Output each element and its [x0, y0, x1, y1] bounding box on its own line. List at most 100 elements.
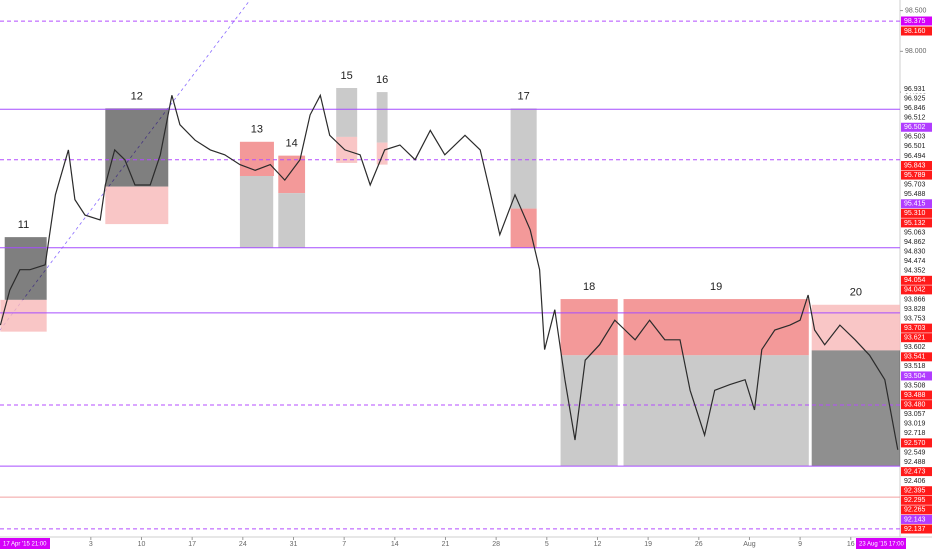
price-label: 96.931 [904, 86, 926, 93]
price-label-bg [901, 84, 932, 94]
price-label: 92.137 [904, 526, 926, 533]
price-label: 93.488 [904, 392, 926, 399]
zone-box [278, 155, 306, 194]
price-label-bg [901, 247, 932, 257]
price-label-bg [901, 26, 932, 36]
zone-label: 18 [583, 281, 595, 293]
x-tick-label: 17 [188, 541, 196, 548]
price-label: 95.310 [904, 210, 926, 217]
end-time-bg [856, 538, 906, 549]
price-label: 98.375 [904, 18, 926, 25]
price-label-bg [901, 428, 932, 438]
zone-box [105, 186, 169, 225]
price-label: 96.502 [904, 124, 926, 131]
x-tick-label: 10 [138, 541, 146, 548]
price-label-bg [901, 304, 932, 314]
x-tick-label: 7 [342, 541, 346, 548]
zone-box [510, 108, 537, 209]
price-label-bg [901, 199, 932, 209]
price-label: 96.925 [904, 95, 926, 102]
end-time: 23 Aug '15 17:00 [859, 542, 905, 548]
price-label-bg [901, 132, 932, 142]
x-tick-label: 5 [545, 541, 549, 548]
zone-box [278, 193, 306, 248]
price-label: 95.488 [904, 191, 926, 198]
zone-box [376, 142, 388, 165]
price-label: 92.395 [904, 488, 926, 495]
start-time: 17 Apr '15 21:00 [3, 542, 47, 548]
price-label-bg [901, 113, 932, 123]
price-label-bg [901, 361, 932, 371]
price-label: 96.503 [904, 134, 926, 141]
price-label: 95.132 [904, 220, 926, 227]
price-label: 93.828 [904, 306, 926, 313]
price-label-bg [901, 323, 932, 333]
price-label-bg [901, 333, 932, 343]
price-label: 95.415 [904, 201, 926, 208]
zone-box [0, 299, 47, 332]
price-label-bg [901, 208, 932, 218]
price-label-bg [901, 266, 932, 276]
price-label: 92.570 [904, 440, 926, 447]
price-label-bg [901, 476, 932, 486]
price-label: 92.473 [904, 468, 926, 475]
price-label-bg [901, 390, 932, 400]
price-label-bg [901, 218, 932, 228]
price-label: 94.352 [904, 268, 926, 275]
price-label: 93.866 [904, 296, 926, 303]
price-label-bg [901, 505, 932, 515]
price-label: 93.703 [904, 325, 926, 332]
price-label: 93.057 [904, 411, 926, 418]
zone-box [376, 92, 388, 143]
x-tick-label: 14 [391, 541, 399, 548]
price-label-bg [901, 161, 932, 171]
x-tick-label: Aug [743, 541, 756, 548]
x-tick-label: 16 [847, 541, 855, 548]
zone-label: 19 [710, 281, 722, 293]
price-label-bg [901, 141, 932, 151]
price-label-bg [901, 237, 932, 247]
price-label-bg [901, 189, 932, 199]
price-label-bg [901, 486, 932, 496]
zone-label: 16 [376, 74, 388, 86]
price-label-bg [901, 294, 932, 304]
price-label: 95.843 [904, 162, 926, 169]
price-label: 93.504 [904, 373, 926, 380]
x-tick-label: 3 [89, 541, 93, 548]
zone-label: 20 [850, 287, 862, 299]
price-label-bg [901, 438, 932, 448]
price-label-bg [901, 514, 932, 524]
price-label: 92.488 [904, 459, 926, 466]
start-time-bg [0, 538, 50, 549]
price-label: 93.480 [904, 401, 926, 408]
x-tick-label: 28 [492, 541, 500, 548]
zone-box [239, 141, 274, 177]
zone-box [623, 299, 809, 356]
zone-label: 15 [341, 70, 353, 82]
zone-box [105, 108, 169, 187]
price-label-bg [901, 419, 932, 429]
x-tick-label: 26 [695, 541, 703, 548]
zone-label: 14 [286, 138, 298, 150]
price-label-bg [901, 170, 932, 180]
price-label-bg [901, 400, 932, 410]
price-label-bg [901, 342, 932, 352]
price-label: 92.265 [904, 507, 926, 514]
price-label: 94.862 [904, 239, 926, 246]
price-label-bg [901, 495, 932, 505]
price-label: 93.753 [904, 315, 926, 322]
price-label-bg [901, 371, 932, 381]
price-label-bg [901, 94, 932, 104]
price-label: 96.501 [904, 143, 926, 150]
price-label: 93.541 [904, 354, 926, 361]
price-label-bg [901, 256, 932, 266]
zone-box [623, 355, 809, 467]
price-label: 94.054 [904, 277, 926, 284]
price-label-bg [901, 122, 932, 132]
price-label: 95.063 [904, 229, 926, 236]
price-label: 92.549 [904, 449, 926, 456]
price-label-bg [901, 467, 932, 477]
price-label: 94.474 [904, 258, 926, 265]
price-label-bg [901, 409, 932, 419]
